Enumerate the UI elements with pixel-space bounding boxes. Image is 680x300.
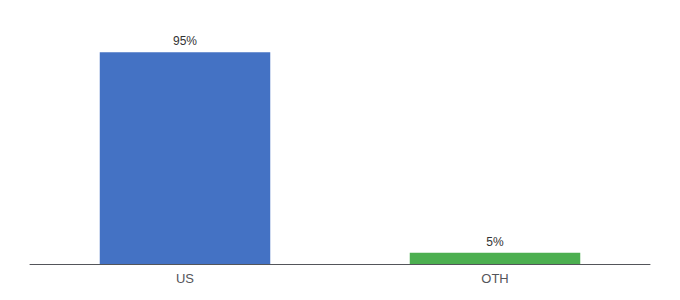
svg-text:OTH: OTH — [481, 271, 508, 286]
svg-text:95%: 95% — [173, 34, 197, 48]
svg-text:5%: 5% — [486, 235, 504, 249]
svg-text:US: US — [176, 271, 194, 286]
